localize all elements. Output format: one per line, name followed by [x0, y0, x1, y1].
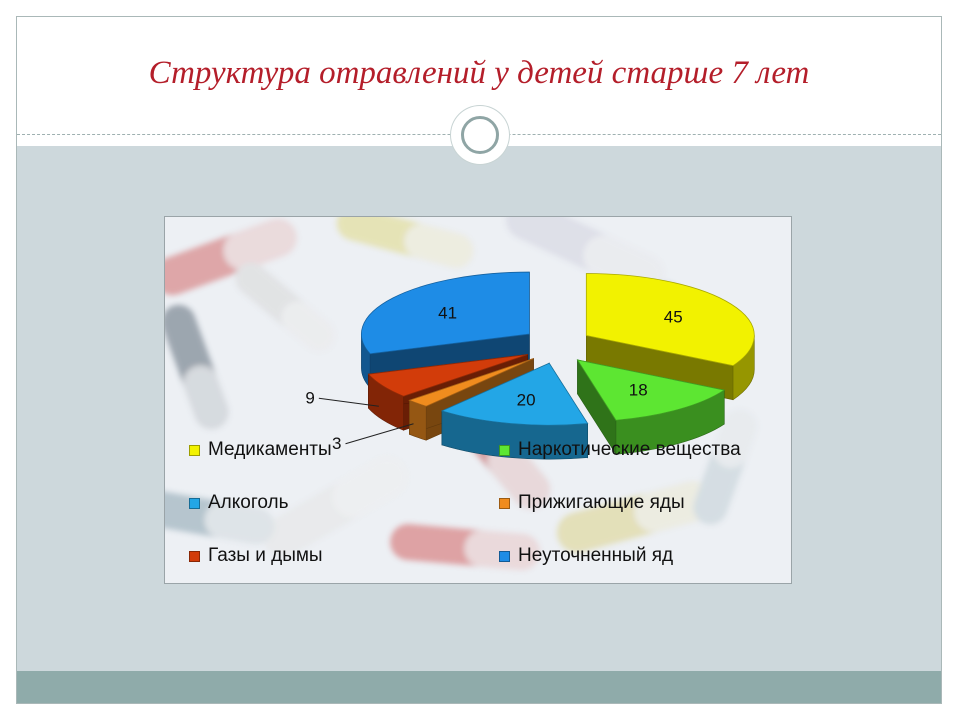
legend-item-1: Наркотические вещества — [499, 439, 741, 461]
slide-title: Структура отравлений у детей старше 7 ле… — [148, 54, 810, 91]
divider-ornament-icon — [451, 106, 509, 164]
legend-item-5: Неуточненный яд — [499, 545, 673, 567]
data-label-0: 45 — [664, 308, 683, 327]
legend-label: Газы и дымы — [208, 545, 323, 566]
leader-line-4 — [318, 397, 379, 407]
legend-label: Медикаменты — [208, 439, 332, 460]
footer-band — [17, 671, 941, 703]
legend-swatch — [189, 444, 200, 456]
pie-chart: 45 18 20 3 9 41 — [305, 271, 755, 460]
legend-item-3: Прижигающие яды — [499, 492, 685, 514]
legend-label: Прижигающие яды — [518, 492, 685, 513]
data-label-5: 41 — [438, 303, 457, 322]
pie-slice-2 — [440, 362, 589, 460]
legend-item-2: Алкоголь — [189, 492, 289, 514]
legend-swatch — [189, 497, 200, 509]
chart-area: 45 18 20 3 9 41 Медикаменты Наркотические веще… — [164, 216, 792, 584]
data-label-2: 20 — [517, 390, 536, 409]
legend-item-0: Медикаменты — [189, 439, 332, 461]
legend-label: Наркотические вещества — [518, 439, 741, 460]
pie-slice-1 — [576, 358, 726, 456]
data-label-1: 18 — [629, 381, 648, 400]
leader-line-3 — [345, 423, 414, 445]
legend-swatch — [499, 497, 510, 509]
pie-slice-0 — [585, 273, 755, 401]
data-label-4: 9 — [305, 388, 314, 407]
ornament-ring — [461, 116, 499, 154]
legend-swatch — [499, 444, 510, 456]
legend-label: Неуточненный яд — [518, 545, 674, 566]
data-label-3: 3 — [332, 434, 341, 453]
legend-item-4: Газы и дымы — [189, 545, 323, 567]
legend-label: Алкоголь — [208, 492, 289, 513]
legend-swatch — [189, 550, 200, 562]
legend-swatch — [499, 550, 510, 562]
